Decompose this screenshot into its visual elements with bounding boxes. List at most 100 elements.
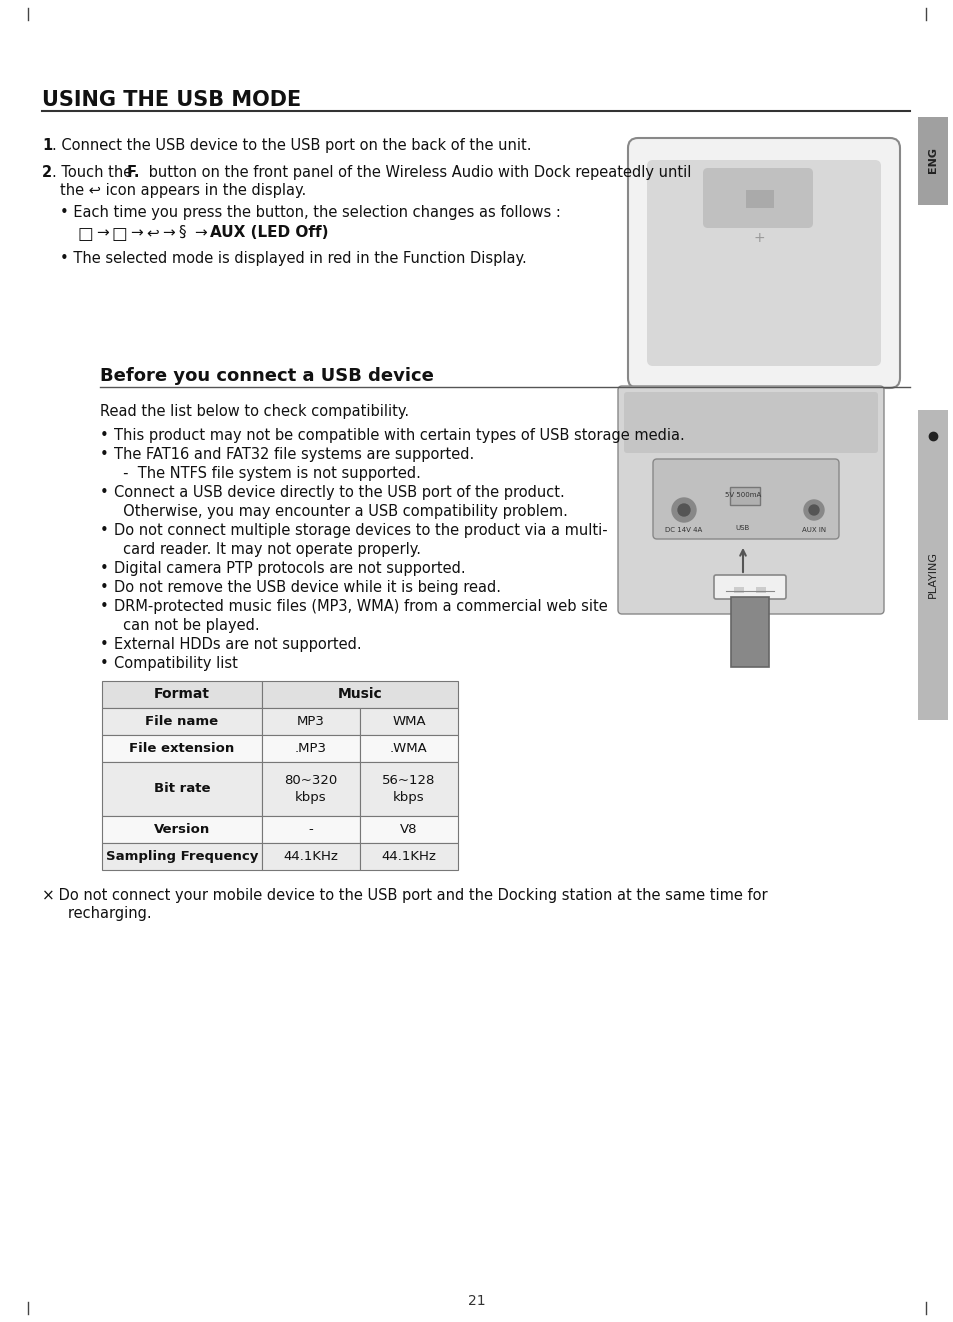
Bar	[917, 410, 947, 720]
Bar	[102, 681, 262, 709]
Text: can not be played.: can not be played.	[100, 617, 259, 633]
Text: DC 14V 4A: DC 14V 4A	[664, 527, 702, 533]
Text: PLAYING: PLAYING	[927, 551, 937, 599]
Text: □: □	[112, 225, 128, 243]
Text: Read the list below to check compatibility.: Read the list below to check compatibili…	[100, 405, 409, 419]
Text: 2: 2	[42, 165, 52, 180]
FancyBboxPatch shape	[627, 137, 899, 387]
Text: Digital camera PTP protocols are not supported.: Digital camera PTP protocols are not sup…	[113, 561, 465, 576]
Bar	[262, 709, 359, 735]
Text: Do not connect multiple storage devices to the product via a multi-: Do not connect multiple storage devices …	[113, 524, 607, 538]
Bar	[102, 709, 262, 735]
Bar	[359, 843, 457, 870]
FancyBboxPatch shape	[623, 393, 877, 453]
Text: File extension: File extension	[130, 742, 234, 755]
Text: The FAT16 and FAT32 file systems are supported.: The FAT16 and FAT32 file systems are sup…	[113, 447, 474, 461]
Bar	[729, 486, 760, 505]
Text: 56~128
kbps: 56~128 kbps	[382, 773, 436, 804]
Text: 5V 500mA: 5V 500mA	[724, 492, 760, 498]
Text: F.: F.	[127, 165, 140, 180]
Circle shape	[808, 505, 818, 516]
Text: →: →	[96, 225, 109, 241]
Text: ENG: ENG	[927, 147, 937, 173]
Circle shape	[671, 498, 696, 522]
Text: •: •	[100, 599, 109, 613]
Bar	[102, 843, 262, 870]
Text: Compatibility list: Compatibility list	[113, 656, 237, 672]
Bar	[262, 681, 457, 709]
Bar	[102, 761, 262, 816]
Text: • Each time you press the button, the selection changes as follows :: • Each time you press the button, the se…	[60, 205, 560, 219]
Text: •: •	[100, 428, 109, 443]
Bar	[359, 816, 457, 843]
Text: DRM-protected music files (MP3, WMA) from a commercial web site: DRM-protected music files (MP3, WMA) fro…	[113, 599, 607, 613]
FancyBboxPatch shape	[713, 575, 785, 599]
Text: card reader. It may not operate properly.: card reader. It may not operate properly…	[100, 542, 420, 557]
Text: •: •	[100, 656, 109, 672]
Text: -  The NTFS file system is not supported.: - The NTFS file system is not supported.	[100, 465, 420, 481]
Bar	[359, 761, 457, 816]
Text: §: §	[178, 225, 186, 241]
Bar	[733, 587, 743, 594]
Text: Before you connect a USB device: Before you connect a USB device	[100, 368, 434, 385]
Text: ×: ×	[42, 888, 54, 903]
Text: Do not remove the USB device while it is being read.: Do not remove the USB device while it is…	[113, 580, 500, 595]
Text: •: •	[100, 447, 109, 461]
Text: V8: V8	[400, 824, 417, 836]
Text: button on the front panel of the Wireless Audio with Dock repeatedly until: button on the front panel of the Wireles…	[144, 165, 691, 180]
Text: This product may not be compatible with certain types of USB storage media.: This product may not be compatible with …	[113, 428, 684, 443]
Text: Sampling Frequency: Sampling Frequency	[106, 850, 258, 863]
Bar	[262, 735, 359, 761]
Text: recharging.: recharging.	[54, 906, 152, 921]
Text: the ↩ icon appears in the display.: the ↩ icon appears in the display.	[60, 182, 306, 198]
Text: External HDDs are not supported.: External HDDs are not supported.	[113, 637, 361, 652]
Text: USING THE USB MODE: USING THE USB MODE	[42, 90, 301, 110]
Bar	[262, 843, 359, 870]
FancyBboxPatch shape	[652, 459, 838, 539]
Text: Bit rate: Bit rate	[153, 783, 210, 796]
Text: • The selected mode is displayed in red in the Function Display.: • The selected mode is displayed in red …	[60, 251, 526, 266]
FancyBboxPatch shape	[646, 160, 880, 366]
Text: ↩: ↩	[146, 225, 158, 241]
Circle shape	[678, 504, 689, 516]
Text: USB: USB	[735, 525, 749, 531]
Text: •: •	[100, 561, 109, 576]
Text: 21: 21	[468, 1294, 485, 1307]
Text: Do not connect your mobile device to the USB port and the Docking station at the: Do not connect your mobile device to the…	[54, 888, 767, 903]
Text: -: -	[309, 824, 313, 836]
Text: 44.1KHz: 44.1KHz	[381, 850, 436, 863]
Bar	[102, 735, 262, 761]
Text: . Touch the: . Touch the	[52, 165, 136, 180]
FancyBboxPatch shape	[702, 168, 812, 227]
Bar	[102, 816, 262, 843]
Circle shape	[803, 500, 823, 520]
Bar	[262, 761, 359, 816]
Text: Format: Format	[153, 687, 210, 702]
Text: 80~320
kbps: 80~320 kbps	[284, 773, 337, 804]
Text: 1: 1	[42, 137, 52, 153]
FancyBboxPatch shape	[745, 190, 773, 208]
Text: Otherwise, you may encounter a USB compatibility problem.: Otherwise, you may encounter a USB compa…	[100, 504, 567, 520]
Text: 44.1KHz: 44.1KHz	[283, 850, 338, 863]
Text: AUX (LED Off): AUX (LED Off)	[210, 225, 328, 241]
Text: •: •	[100, 524, 109, 538]
Text: →: →	[193, 225, 207, 241]
Bar	[262, 816, 359, 843]
Bar	[730, 598, 768, 668]
Text: AUX IN: AUX IN	[801, 527, 825, 533]
Bar	[755, 587, 765, 594]
Text: →: →	[130, 225, 143, 241]
Bar	[917, 118, 947, 205]
Text: →: →	[162, 225, 174, 241]
Bar	[359, 735, 457, 761]
Text: MP3: MP3	[296, 715, 325, 728]
Text: •: •	[100, 637, 109, 652]
Text: Music: Music	[337, 687, 382, 702]
Bar	[359, 709, 457, 735]
Text: WMA: WMA	[392, 715, 425, 728]
Text: □: □	[78, 225, 93, 243]
Text: Version: Version	[153, 824, 210, 836]
Text: . Connect the USB device to the USB port on the back of the unit.: . Connect the USB device to the USB port…	[52, 137, 531, 153]
Text: +: +	[753, 231, 764, 245]
FancyBboxPatch shape	[618, 386, 883, 613]
